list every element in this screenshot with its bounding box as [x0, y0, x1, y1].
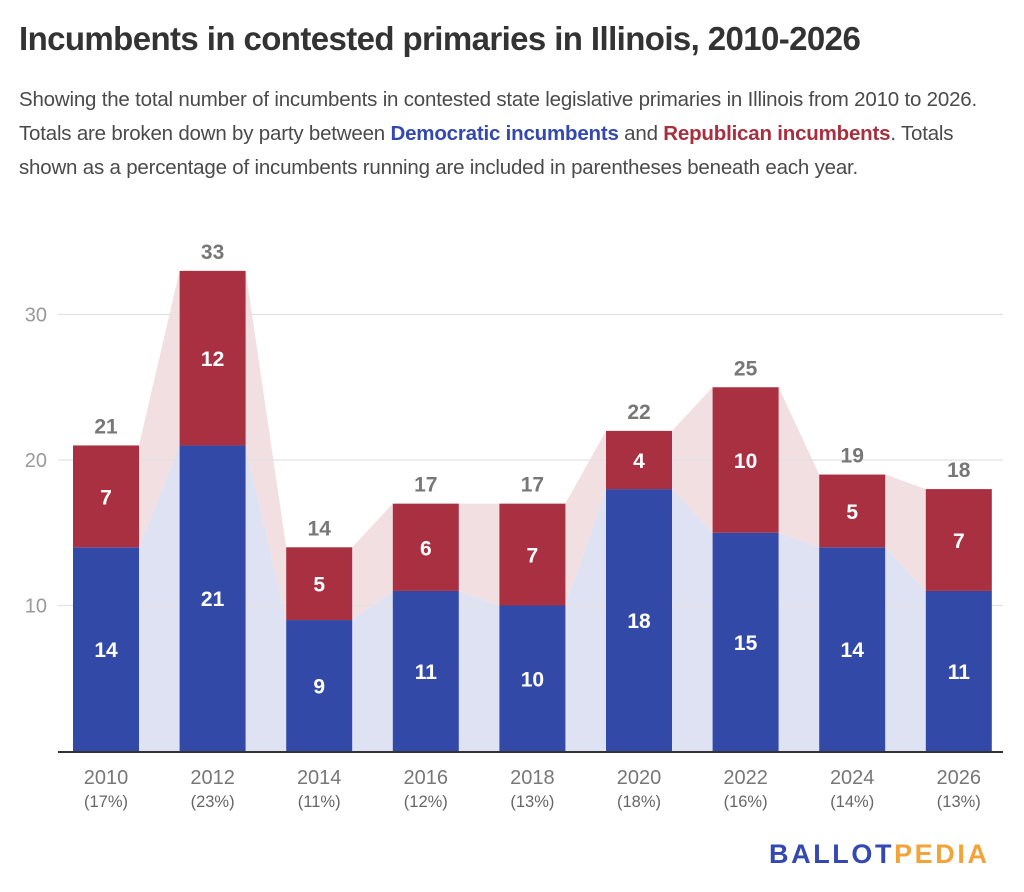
rep-connector-band — [245, 270, 287, 621]
x-axis: 2010 (17%) 2012 (23%) 2014 (11%) 2016 (12%) 2018… — [58, 751, 1003, 811]
bar-democratic — [712, 532, 779, 751]
ballotpedia-logo: BALLOTPEDIA — [769, 839, 990, 870]
x-tick-label: 2022 — [723, 767, 768, 789]
x-tick-sublabel: (12%) — [404, 793, 448, 811]
x-tick-label: 2014 — [297, 767, 342, 789]
x-tick-label: 2020 — [617, 767, 662, 789]
rep-value-label: 7 — [100, 486, 112, 509]
total-value-label: 14 — [308, 517, 332, 540]
y-tick-label: 10 — [25, 596, 47, 618]
total-value-label: 17 — [414, 474, 437, 497]
dem-value-label: 18 — [627, 610, 651, 633]
dem-connector-band — [139, 445, 180, 751]
total-value-label: 33 — [201, 241, 224, 264]
bar-republican — [286, 547, 353, 621]
x-tick-label: 2024 — [830, 767, 875, 789]
total-value-label: 18 — [947, 459, 971, 482]
x-tick-sublabel: (23%) — [191, 793, 235, 811]
bars — [73, 270, 992, 751]
bar-democratic — [73, 547, 139, 751]
logo-pedia: PEDIA — [894, 839, 990, 869]
rep-connector-band — [139, 270, 180, 548]
dem-value-label: 14 — [94, 639, 118, 662]
x-tick-label: 2026 — [937, 767, 982, 789]
bar-democratic — [286, 620, 353, 751]
rep-value-label: 7 — [527, 545, 539, 568]
total-value-label: 25 — [734, 357, 758, 380]
x-tick-sublabel: (11%) — [298, 793, 341, 811]
total-value-label: 17 — [521, 474, 544, 497]
dem-connector-band — [672, 489, 713, 751]
dem-value-label: 11 — [948, 661, 971, 684]
subtitle-text-3: . Totals shown as a percentage of incumb… — [19, 122, 954, 179]
rep-value-label: 5 — [313, 574, 325, 597]
chart-title: Incumbents in contested primaries in Ill… — [19, 20, 861, 57]
bar-republican — [392, 503, 459, 591]
rep-connector-band — [352, 503, 393, 621]
dem-connector-band — [245, 445, 287, 751]
subtitle-text-2: and — [618, 122, 664, 145]
x-tick-label: 2018 — [510, 767, 555, 789]
x-tick-sublabel: (14%) — [830, 793, 874, 811]
bar-republican — [925, 489, 992, 591]
dem-connector-band — [778, 532, 820, 751]
rep-value-label: 10 — [734, 450, 757, 473]
dem-value-label: 11 — [415, 661, 438, 684]
legend-republican: Republican incumbents — [663, 122, 891, 145]
x-tick-sublabel: (13%) — [510, 793, 554, 811]
bar-republican — [606, 430, 672, 490]
rep-value-label: 7 — [953, 530, 965, 553]
rep-value-label: 5 — [846, 501, 858, 524]
bar-democratic — [606, 489, 672, 751]
y-tick-label: 30 — [25, 305, 47, 327]
y-tick-label: 20 — [25, 450, 47, 472]
logo-ballot: BALLOT — [769, 839, 895, 869]
rep-connector-band — [885, 474, 926, 591]
x-tick-sublabel: (18%) — [617, 793, 661, 811]
total-value-label: 21 — [94, 415, 118, 438]
bar-republican — [179, 270, 246, 446]
connector-bands — [139, 270, 926, 751]
bar-democratic — [499, 605, 566, 751]
data-labels: 14 7 21 21 12 33 9 5 14 11 6 17 10 7 17 18 4 22 15 10 25 14 5 1… — [94, 241, 970, 699]
x-tick-label: 2012 — [190, 767, 235, 789]
dem-connector-band — [565, 489, 606, 751]
x-tick-sublabel: (16%) — [724, 793, 768, 811]
dem-value-label: 15 — [734, 632, 758, 655]
rep-connector-band — [458, 503, 500, 606]
x-tick-sublabel: (17%) — [84, 793, 128, 811]
rep-value-label: 4 — [633, 450, 645, 473]
chart-subtitle: Showing the total number of incumbents i… — [19, 83, 1009, 185]
bar-republican — [73, 445, 139, 548]
bar-republican — [819, 474, 886, 548]
rep-value-label: 6 — [420, 537, 432, 560]
legend-democratic: Democratic incumbents — [390, 122, 619, 145]
dem-connector-band — [885, 547, 926, 751]
bar-republican — [712, 387, 779, 533]
total-value-label: 22 — [627, 401, 650, 424]
rep-connector-band — [778, 387, 820, 548]
dem-value-label: 10 — [521, 668, 544, 691]
dem-connector-band — [458, 590, 500, 751]
rep-value-label: 12 — [201, 348, 224, 371]
rep-connector-band — [565, 430, 606, 606]
dem-value-label: 21 — [201, 588, 225, 611]
bar-republican — [499, 503, 566, 606]
x-tick-label: 2010 — [84, 767, 129, 789]
dem-value-label: 14 — [841, 639, 865, 662]
bar-democratic — [179, 445, 246, 751]
subtitle-text-1: Showing the total number of incumbents i… — [19, 88, 977, 145]
bar-democratic — [819, 547, 886, 751]
total-value-label: 19 — [841, 445, 864, 468]
dem-value-label: 9 — [313, 676, 325, 699]
x-tick-sublabel: (13%) — [937, 793, 981, 811]
bar-democratic — [392, 590, 459, 751]
x-tick-label: 2016 — [404, 767, 449, 789]
bar-democratic — [925, 590, 992, 751]
dem-connector-band — [352, 590, 393, 751]
